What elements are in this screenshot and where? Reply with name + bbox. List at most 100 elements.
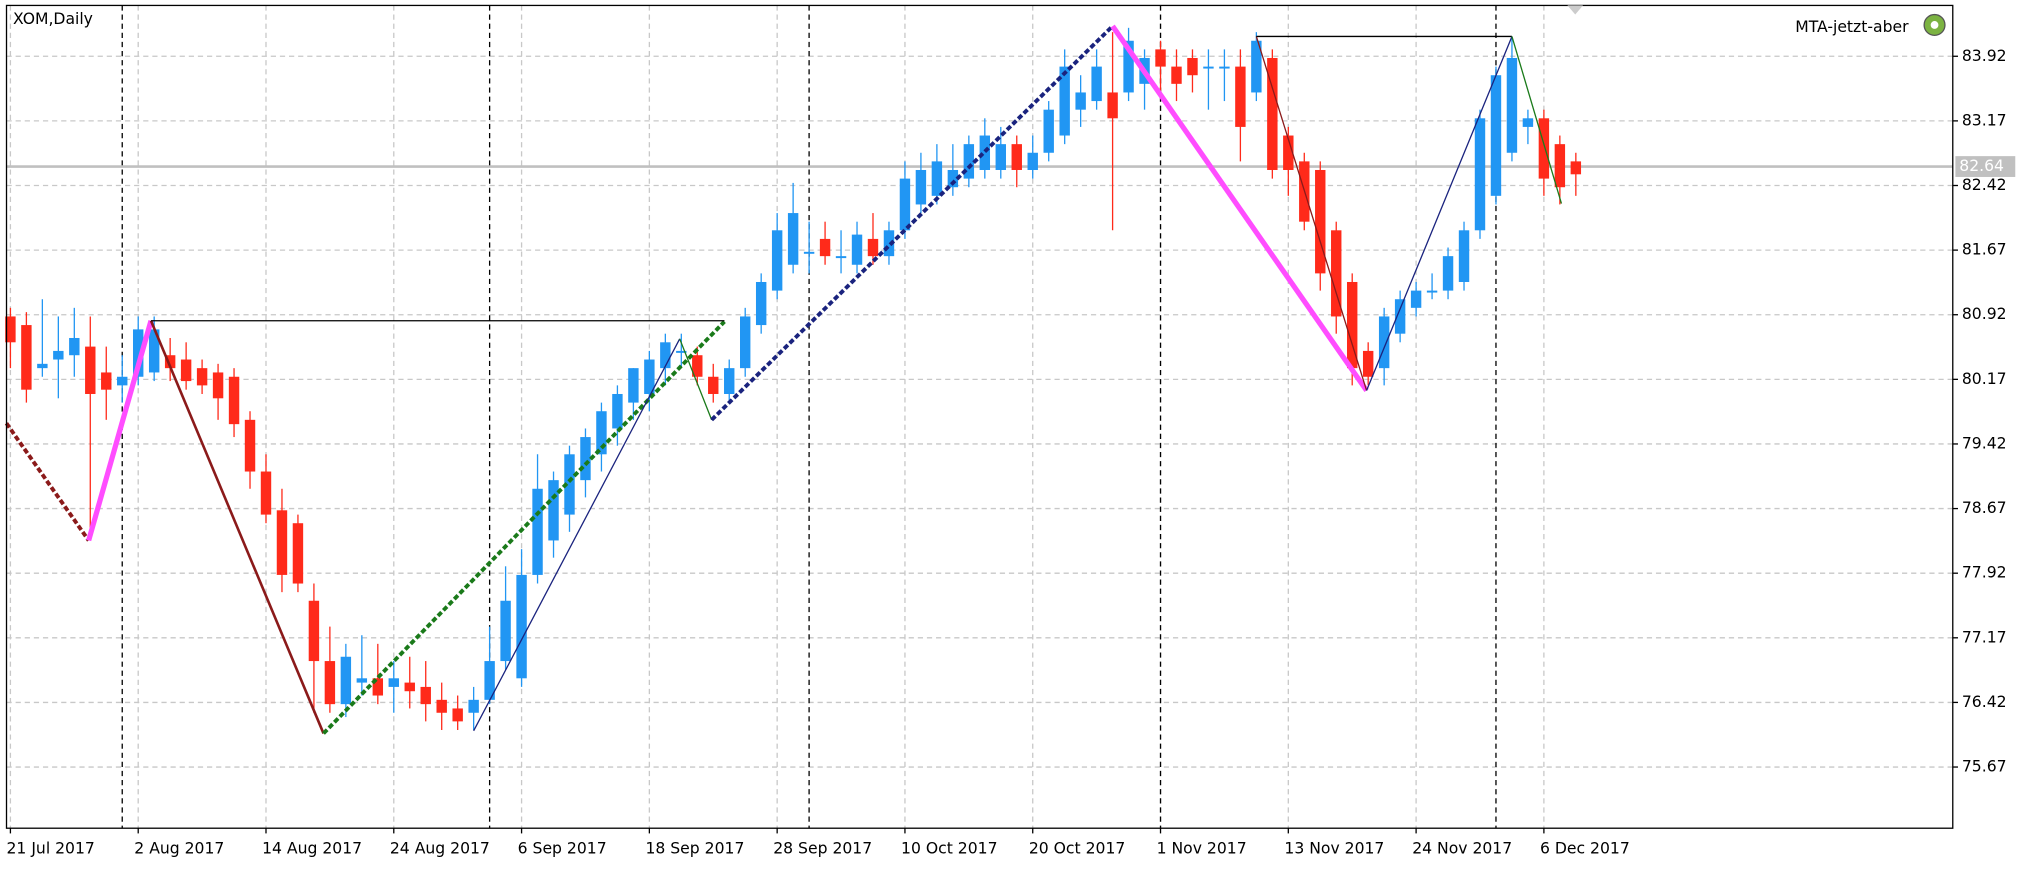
plot-frame — [5, 4, 1954, 829]
candle-body — [1235, 66, 1246, 127]
y-tick-label: 78.67 — [1962, 499, 2007, 517]
y-tick-label: 77.17 — [1962, 628, 2007, 646]
candle-body — [1171, 66, 1182, 84]
candle-body — [1506, 57, 1518, 153]
zigzag-line — [86, 320, 154, 542]
candle-body — [1346, 281, 1358, 369]
candle-body — [21, 325, 32, 390]
candle-body — [1442, 256, 1454, 291]
candle-body — [851, 234, 863, 265]
candle-body — [1027, 152, 1038, 170]
candle-body — [708, 376, 719, 394]
candle-body — [1075, 92, 1086, 110]
candle-body — [1570, 161, 1582, 175]
candle-body — [164, 355, 176, 369]
candle-body — [1331, 230, 1342, 317]
candle-body — [1490, 75, 1502, 196]
indicator-label: MTA-jetzt-aber — [1795, 18, 1909, 36]
candle-body — [1315, 169, 1326, 274]
candle-body — [1107, 92, 1118, 119]
candle-body — [260, 471, 272, 515]
candle-body — [963, 144, 975, 179]
candle-body — [516, 574, 527, 679]
candle-body — [979, 135, 991, 170]
zigzag-line — [1255, 36, 1368, 391]
candle-body — [548, 480, 559, 541]
candle-body — [771, 230, 783, 291]
candle-body — [596, 411, 607, 455]
candle-body — [1043, 109, 1054, 153]
candle-body — [867, 238, 879, 257]
y-tick-label: 80.17 — [1962, 370, 2007, 388]
candle-body — [212, 372, 224, 399]
candle-body — [1378, 316, 1390, 369]
candle-body — [468, 699, 479, 713]
candle-body — [1251, 40, 1262, 93]
y-tick-label: 82.42 — [1962, 176, 2007, 194]
candle-body — [819, 238, 831, 257]
candle-body — [580, 437, 591, 481]
y-tick-label: 76.42 — [1962, 693, 2007, 711]
indicator-icon — [1923, 13, 1946, 37]
candle-body — [1187, 57, 1198, 76]
current-price-label: 82.64 — [1959, 157, 2004, 175]
candle-body — [532, 488, 543, 575]
candle-body — [420, 686, 431, 705]
candle-body — [1203, 66, 1214, 69]
candle-body — [724, 368, 735, 394]
candle-body — [452, 708, 463, 722]
x-tick-label: 1 Nov 2017 — [1157, 840, 1247, 858]
candle-body — [1474, 118, 1486, 231]
candle-body — [388, 678, 399, 687]
candle-body — [1283, 135, 1294, 170]
candle-body — [692, 355, 703, 377]
x-tick-label: 13 Nov 2017 — [1284, 840, 1384, 858]
y-tick-label: 77.92 — [1962, 564, 2007, 582]
candle-body — [835, 256, 847, 259]
candle-body — [340, 656, 352, 705]
candle-body — [148, 329, 160, 373]
zigzag-line — [679, 338, 713, 421]
candle-body — [612, 393, 623, 429]
y-tick-label: 83.92 — [1962, 47, 2007, 65]
x-tick-label: 28 Sep 2017 — [773, 840, 872, 858]
candle-body — [1362, 350, 1374, 377]
x-tick-label: 14 Aug 2017 — [262, 840, 362, 858]
candle-body — [308, 600, 320, 662]
zigzag-line — [4, 422, 91, 542]
candle-body — [1554, 144, 1566, 188]
candle-body — [276, 510, 288, 575]
zigzag-line — [1511, 36, 1563, 204]
y-tick-label: 81.67 — [1962, 241, 2007, 259]
candle-body — [37, 363, 48, 369]
plot — [4, 24, 1582, 735]
candle-body — [117, 376, 128, 386]
candle-body — [787, 213, 799, 265]
x-tick-label: 6 Dec 2017 — [1540, 840, 1630, 858]
zigzag-line — [1110, 24, 1369, 393]
candle-body — [803, 251, 815, 254]
candle-body — [1059, 66, 1070, 136]
chart-title: XOM,Daily — [13, 10, 93, 28]
candle-body — [5, 316, 16, 343]
candle-body — [931, 161, 943, 196]
candle-body — [372, 678, 384, 696]
candle-body — [180, 359, 192, 382]
candle-body — [69, 337, 80, 356]
candle-body — [85, 346, 96, 394]
candle-body — [676, 350, 687, 353]
candle-body — [500, 600, 511, 662]
candle-body — [899, 178, 911, 231]
shift-marker — [1567, 5, 1584, 15]
candle-body — [1155, 49, 1166, 67]
x-tick-label: 20 Oct 2017 — [1029, 840, 1126, 858]
candle-body — [228, 376, 240, 425]
candle-body — [356, 678, 368, 683]
zigzag-line — [473, 338, 681, 732]
candle-body — [1410, 290, 1422, 308]
candle-body — [1011, 144, 1022, 170]
candle-body — [132, 329, 144, 377]
candle-body — [1458, 230, 1470, 282]
candle-body — [644, 359, 655, 394]
